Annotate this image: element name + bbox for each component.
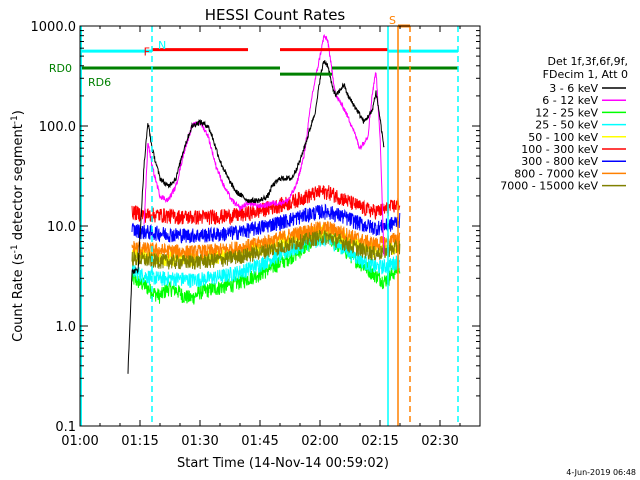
x-tick-label: 02:30 [421,434,458,449]
y-tick-label: 0.1 [55,420,76,435]
x-tick-label: 01:45 [241,434,278,449]
y-axis-label-main: Count Rate (s [11,253,26,342]
legend-label: 7000 - 15000 keV [500,180,598,193]
x-tick-label: 01:15 [121,434,158,449]
x-axis-ticks: 01:00 01:15 01:30 01:45 02:00 02:15 02:30 [61,26,481,449]
y-axis-label-mid: detector segment [11,124,26,244]
y-axis-label: Count Rate (s-1 detector segment-1) [10,110,26,342]
y-tick-label: 1.0 [55,320,76,335]
x-tick-label: 01:30 [181,434,218,449]
flag-label-f: F [144,46,150,59]
x-tick-label: 02:00 [301,434,338,449]
y-axis-label-end: ) [11,110,26,115]
series-line-1 [143,33,385,256]
x-tick-label: 02:15 [361,434,398,449]
plot-area [127,33,401,374]
flag-label-s: S [389,14,396,27]
legend-header-line-2: FDecim 1, Att 0 [543,68,628,81]
chart-title: HESSI Count Rates [205,6,346,24]
legend: Det 1f,3f,6f,9f, FDecim 1, Att 0 3 - 6 k… [500,55,628,193]
flag-label-rd0: RD0 [49,62,72,75]
y-tick-label: 10.0 [47,220,76,235]
date-stamp: 4-Jun-2019 06:48 [566,468,636,477]
legend-label: 300 - 800 keV [521,155,598,168]
flag-label-n: N [158,39,166,52]
flag-label-rd6: RD6 [88,76,111,89]
legend-label: 100 - 300 keV [521,143,598,156]
legend-label: 25 - 50 keV [535,119,598,132]
y-axis-label-sup2: -1 [10,115,20,124]
legend-label: 800 - 7000 keV [514,167,598,180]
legend-header-line-1: Det 1f,3f,6f,9f, [547,55,628,68]
x-axis-label: Start Time (14-Nov-14 00:59:02) [177,456,389,471]
x-tick-label: 01:00 [61,434,98,449]
legend-label: 12 - 25 keV [535,106,598,119]
series-line-6 [131,203,401,244]
series-line-0 [127,60,385,374]
series-line-8 [131,229,401,270]
series-line-7 [131,220,401,261]
series-line-5 [131,185,401,226]
y-tick-label: 1000.0 [31,20,77,35]
y-axis-ticks: 0.1 1.0 10.0 100.0 1000.0 [31,20,480,435]
y-axis-label-sup1: -1 [10,244,20,253]
legend-label: 3 - 6 keV [549,82,598,95]
legend-label: 6 - 12 keV [542,94,598,107]
series-line-3 [131,232,401,288]
y-tick-label: 100.0 [39,120,76,135]
legend-label: 50 - 100 keV [528,131,598,144]
